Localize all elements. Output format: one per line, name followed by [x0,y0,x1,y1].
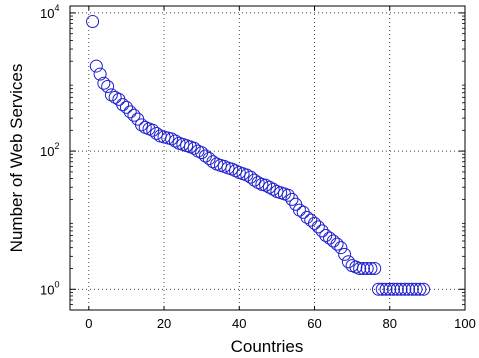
data-point [315,224,329,238]
x-tick-label: 0 [85,316,92,331]
data-point [417,282,431,296]
data-point [360,261,374,275]
y-tick-base: 10 [40,282,54,297]
data-point [240,168,254,182]
y-axis-label: Number of Web Services [7,64,26,253]
data-point [371,282,385,296]
data-point [405,282,419,296]
data-point [394,282,408,296]
data-point [330,237,344,251]
data-point [398,282,412,296]
data-point [97,76,111,90]
data-point [176,137,190,151]
x-tick-label: 80 [383,316,397,331]
y-tick-label: 104 [40,3,59,21]
y-tick-exponent: 2 [54,141,59,151]
data-point [150,126,164,140]
data-point [281,188,295,202]
x-ticks: 0 20 40 60 80 100 [85,6,476,331]
data-point [108,90,122,104]
data-point [232,166,246,179]
y-tick-label: 100 [40,279,59,297]
data-point [89,59,103,73]
data-point [311,220,325,234]
data-point [413,282,427,296]
data-point [187,141,201,155]
y-tick-exponent: 4 [54,3,59,13]
x-tick-label: 20 [157,316,171,331]
data-point [387,282,401,296]
data-point [86,15,100,29]
plot-frame [69,5,466,311]
data-point [206,155,220,169]
data-point [285,192,299,206]
data-point [379,282,393,296]
data-point [353,261,367,275]
data-point [127,108,141,122]
data-point [247,173,261,187]
data-point [172,136,186,150]
data-point [165,132,179,146]
data-point [390,282,404,296]
data-point [356,261,370,275]
data-point [101,80,115,94]
data-point [364,261,378,275]
data-point [292,203,306,217]
data-point [304,213,318,227]
data-point [119,100,133,114]
data-point [334,241,348,255]
data-point [270,185,284,199]
y-tick-exponent: 0 [54,279,59,289]
data-point [262,180,276,194]
data-point [123,105,137,119]
y-tick-base: 10 [40,6,54,21]
grid [70,6,465,310]
data-point [134,118,148,132]
data-points [86,15,431,296]
data-point [402,282,416,296]
data-point [274,186,288,200]
data-point [168,134,182,148]
data-point [296,205,310,219]
data-point [323,231,337,245]
data-point [104,88,118,102]
data-point [308,216,322,230]
data-point [375,282,389,296]
data-point [180,139,194,153]
data-point [326,234,340,248]
data-point [338,247,352,261]
data-point [266,182,280,196]
x-tick-label: 40 [232,316,246,331]
data-point [146,123,160,137]
x-tick-label: 60 [307,316,321,331]
y-tick-base: 10 [40,144,54,159]
x-axis-label: Countries [231,337,304,356]
x-tick-label: 100 [454,316,476,331]
data-point [93,67,107,81]
y-tick-label: 102 [40,141,59,159]
data-point [341,255,355,269]
data-point [368,261,382,275]
data-point [383,282,397,296]
data-point [409,282,423,296]
data-point [116,98,130,112]
